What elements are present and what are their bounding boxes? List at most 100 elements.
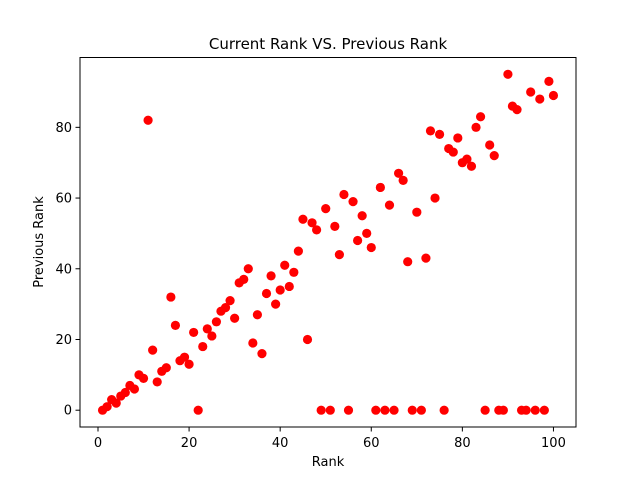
data-point: [343, 405, 354, 415]
data-point: [353, 235, 363, 246]
data-point: [307, 218, 317, 228]
data-point: [371, 405, 381, 415]
data-point: [453, 133, 463, 143]
data-point: [193, 405, 203, 415]
data-points: [97, 69, 559, 415]
data-point: [220, 303, 231, 313]
data-point: [357, 211, 367, 221]
data-point: [539, 405, 549, 415]
data-point: [111, 398, 121, 408]
data-point: [530, 405, 540, 415]
data-point: [189, 327, 199, 338]
data-point: [548, 90, 559, 101]
data-point: [421, 253, 431, 263]
y-tick-label: 80: [55, 121, 72, 136]
data-point: [362, 228, 372, 239]
data-point: [412, 207, 422, 217]
data-point: [348, 196, 358, 207]
data-point: [166, 292, 176, 302]
data-point: [375, 182, 385, 193]
x-tick-label: 20: [181, 436, 198, 451]
data-point: [179, 352, 190, 362]
y-axis-ticks: 0 20 40 60 80: [55, 121, 80, 419]
data-point: [439, 405, 449, 415]
chart-title: Current Rank VS. Previous Rank: [209, 35, 448, 53]
data-point: [261, 288, 272, 299]
data-point: [271, 299, 281, 309]
plot-background: [80, 57, 576, 427]
x-axis-ticks: 0 20 40 60 80 100: [94, 427, 566, 451]
data-point: [330, 221, 340, 231]
data-point: [471, 122, 481, 132]
y-axis-label: Previous Rank: [32, 196, 47, 288]
data-point: [366, 242, 376, 253]
data-point: [129, 384, 140, 394]
y-tick-label: 40: [55, 262, 72, 277]
data-point: [407, 405, 417, 415]
y-tick-label: 0: [64, 404, 72, 419]
data-point: [284, 281, 294, 292]
data-point: [252, 310, 262, 320]
data-point: [398, 175, 408, 185]
data-point: [239, 274, 249, 284]
data-point: [170, 320, 181, 330]
data-point: [120, 387, 130, 398]
data-point: [384, 200, 395, 210]
data-point: [184, 359, 194, 369]
data-point: [512, 105, 522, 115]
data-point: [526, 87, 536, 97]
data-point: [403, 257, 413, 267]
x-tick-label: 100: [541, 436, 566, 451]
data-point: [312, 225, 322, 235]
data-point: [448, 147, 458, 157]
y-tick-label: 60: [55, 192, 72, 207]
data-point: [102, 402, 112, 412]
data-point: [293, 246, 303, 256]
data-point: [298, 214, 308, 224]
plot-frame: [79, 57, 577, 428]
data-point: [289, 267, 299, 277]
x-tick-label: 60: [363, 436, 380, 451]
data-point: [280, 260, 290, 270]
y-tick-label: 20: [55, 333, 72, 348]
data-point: [425, 126, 436, 136]
data-point: [503, 69, 513, 79]
data-point: [316, 405, 326, 415]
data-point: [480, 405, 490, 415]
data-point: [321, 204, 331, 214]
data-point: [211, 317, 222, 327]
data-point: [161, 363, 171, 373]
data-point: [148, 345, 158, 355]
data-point: [143, 115, 153, 125]
data-point: [498, 405, 508, 415]
data-point: [334, 250, 344, 260]
data-point: [434, 129, 445, 140]
data-point: [202, 324, 212, 334]
data-point: [302, 334, 313, 345]
data-point: [430, 193, 440, 203]
data-point: [475, 112, 486, 122]
data-point: [380, 405, 390, 415]
x-tick-label: 40: [272, 436, 289, 451]
data-point: [485, 140, 495, 150]
data-point: [489, 151, 499, 161]
data-point: [394, 168, 404, 178]
data-point: [266, 271, 276, 281]
data-point: [207, 331, 217, 341]
x-tick-label: 0: [94, 436, 102, 451]
data-point: [544, 76, 554, 86]
data-point: [257, 349, 267, 359]
data-point: [230, 313, 240, 323]
data-point: [535, 94, 545, 104]
data-point: [198, 341, 208, 352]
data-point: [462, 154, 472, 164]
data-point: [339, 189, 349, 200]
data-point: [138, 373, 149, 383]
data-point: [248, 338, 258, 348]
x-tick-label: 80: [454, 436, 471, 451]
data-point: [275, 285, 285, 295]
data-point: [152, 377, 162, 387]
data-point: [466, 161, 477, 171]
